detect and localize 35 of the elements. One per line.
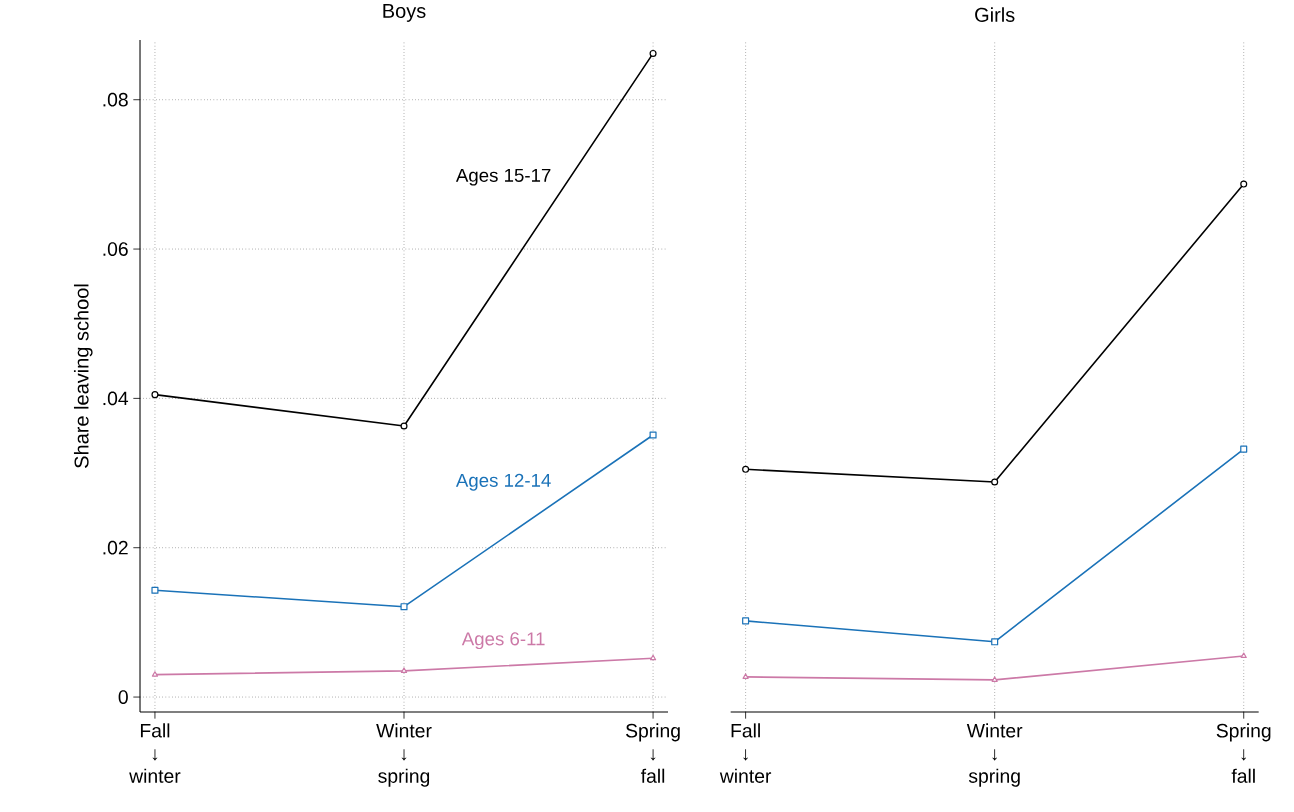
y-tick-label: .06 xyxy=(103,242,128,256)
point xyxy=(742,673,749,679)
y-tick-label: 0 xyxy=(118,690,128,704)
y-tick-label: .02 xyxy=(103,540,128,555)
point xyxy=(151,391,159,399)
series-label: Ages 15-17 xyxy=(455,168,551,186)
x-tick-label: Spring ↓ fall xyxy=(1216,723,1271,783)
x-tick-label: Fall ↓ winter xyxy=(719,723,772,783)
point xyxy=(151,586,159,594)
y-tick-label: .04 xyxy=(103,391,129,406)
point xyxy=(1240,445,1248,453)
series-label: Ages 6-11 xyxy=(461,632,545,650)
point xyxy=(400,422,408,430)
x-tick-label: Fall ↓ winter xyxy=(129,723,181,783)
point xyxy=(742,617,750,625)
point xyxy=(991,478,999,486)
y-tick-label: .08 xyxy=(103,92,128,107)
chart-title: Girls xyxy=(975,7,1015,22)
point xyxy=(400,603,408,611)
x-tick-label: Winter ↓ spring xyxy=(966,723,1023,787)
point xyxy=(649,49,657,57)
y-axis-title: Share leaving school xyxy=(73,284,93,468)
point xyxy=(400,667,408,673)
point xyxy=(151,671,159,677)
point xyxy=(1240,180,1248,188)
series-label: Ages 12-14 xyxy=(455,473,551,491)
x-tick-label: Winter ↓ spring xyxy=(376,723,432,787)
point xyxy=(649,654,657,661)
point xyxy=(991,676,998,682)
point xyxy=(742,465,750,473)
point xyxy=(991,638,999,646)
point xyxy=(649,431,657,439)
x-tick-label: Spring ↓ fall xyxy=(626,723,680,783)
chart-title: Boys xyxy=(383,4,426,22)
point xyxy=(1240,652,1247,659)
